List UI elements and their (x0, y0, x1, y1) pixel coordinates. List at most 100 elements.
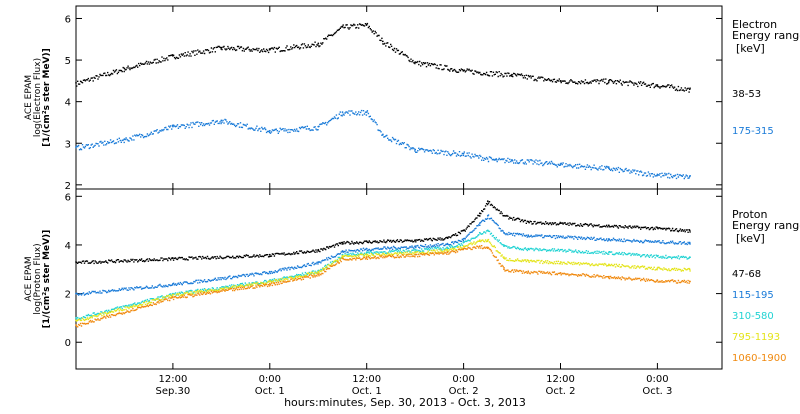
data-point (527, 220, 530, 223)
data-point (414, 248, 417, 251)
data-point (365, 240, 368, 243)
y-tick-label: 3 (65, 139, 71, 150)
data-point (608, 167, 610, 170)
data-point (172, 125, 174, 128)
legend-title: Proton (732, 208, 767, 221)
data-point (414, 245, 417, 248)
data-point (317, 42, 320, 45)
y-tick-label: 6 (65, 14, 71, 25)
data-point (172, 293, 174, 296)
data-point (414, 251, 417, 254)
data-point (75, 319, 77, 322)
data-point (478, 231, 481, 234)
legend-entry: 310-580 (732, 311, 774, 322)
data-point (478, 212, 481, 215)
x-tick-date: Oct. 1 (352, 386, 382, 397)
data-point (688, 175, 691, 178)
data-point (486, 246, 489, 249)
data-point (656, 173, 659, 176)
data-point (341, 241, 344, 244)
data-point (341, 25, 344, 28)
y-tick-label: 6 (65, 192, 71, 203)
data-point (317, 248, 320, 251)
data-point (220, 119, 223, 122)
data-point (486, 239, 489, 242)
y-axis-label: log(Electron Flux) (33, 58, 43, 137)
x-tick-date: Sep.30 (156, 386, 191, 397)
data-point (559, 222, 562, 225)
data-point (559, 261, 562, 263)
legend-entry: 795-1193 (732, 332, 780, 343)
x-tick-date: Oct. 3 (642, 386, 672, 397)
data-point (511, 159, 513, 161)
y-axis-label: ACE EPAM (24, 75, 34, 120)
data-point (608, 263, 610, 266)
data-point (688, 241, 691, 244)
data-point (341, 255, 344, 257)
x-tick-time: 12:00 (158, 374, 187, 385)
data-point (381, 134, 384, 136)
data-point (365, 23, 368, 26)
x-axis-label: hours:minutes, Sep. 30, 2013 - Oct. 3, 2… (284, 396, 526, 409)
data-point (495, 159, 497, 161)
data-point (511, 73, 513, 76)
data-point (656, 267, 659, 269)
data-point (656, 255, 659, 257)
data-point (462, 241, 465, 244)
x-tick-time: 0:00 (452, 374, 474, 385)
legend-entry: 175-315 (732, 126, 774, 137)
y-tick-label: 5 (65, 56, 71, 67)
x-tick-time: 12:00 (352, 374, 381, 385)
data-point (75, 82, 77, 84)
data-point (688, 229, 691, 232)
x-tick-date: Oct. 1 (255, 386, 285, 397)
data-point (503, 245, 505, 248)
series-47-68 (75, 200, 691, 265)
data-point (75, 317, 77, 319)
y-axis-label: log(Proton Flux) (33, 243, 43, 314)
data-point (656, 227, 659, 229)
data-point (462, 247, 465, 250)
y-tick-label: 2 (65, 290, 71, 301)
data-point (478, 245, 481, 248)
data-point (527, 270, 530, 273)
data-point (503, 257, 505, 260)
data-point (527, 234, 530, 237)
data-point (608, 275, 610, 278)
y-tick-label: 4 (65, 241, 71, 252)
x-tick-time: 0:00 (259, 374, 281, 385)
data-point (123, 67, 126, 70)
data-point (462, 245, 465, 248)
data-point (608, 224, 610, 227)
data-point (608, 80, 610, 82)
data-point (559, 80, 562, 82)
x-tick-date: Oct. 2 (545, 386, 575, 397)
data-point (559, 163, 562, 165)
y-tick-label: 4 (65, 98, 71, 109)
y-tick-label: 2 (65, 181, 71, 192)
data-point (365, 247, 368, 250)
data-point (317, 261, 320, 263)
data-point (172, 283, 174, 285)
data-point (317, 125, 320, 128)
data-point (462, 152, 465, 155)
data-point (365, 256, 368, 258)
data-point (559, 235, 562, 238)
series-310-580 (75, 229, 691, 321)
data-point (446, 246, 449, 249)
data-point (688, 268, 691, 271)
data-point (268, 283, 271, 285)
data-point (688, 256, 691, 258)
data-point (656, 279, 659, 282)
data-point (608, 238, 610, 240)
x-tick-date: Oct. 2 (449, 386, 479, 397)
data-point (559, 248, 562, 251)
y-axis-label: [1/(cm²s ster MeV)] (42, 48, 52, 147)
y-axis-label: ACE EPAM (24, 256, 34, 301)
data-point (341, 257, 344, 260)
data-point (381, 40, 384, 43)
data-point (268, 270, 271, 273)
data-point (317, 270, 320, 273)
